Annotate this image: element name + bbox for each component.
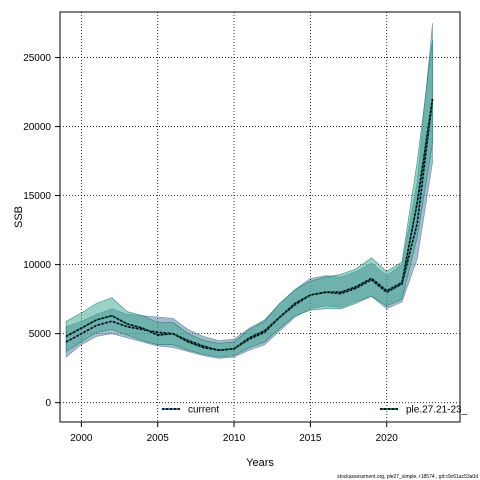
y-tick-label: 5000 [29,329,52,340]
x-tick-label: 2020 [376,433,399,444]
axis-ticks: 2000 2005 2010 2015 2020 0 5000 10000 15000 20000… [23,53,398,444]
y-tick-label: 25000 [23,53,51,64]
legend-label-2: ple.27.21-23_ [406,405,468,416]
x-tick-label: 2005 [147,433,170,444]
confidence-band-2 [65,39,433,358]
x-tick-label: 2000 [70,433,93,444]
plot-frame [59,11,461,423]
y-tick-label: 15000 [23,191,51,202]
y-tick-label: 20000 [23,122,51,133]
grid [60,12,460,422]
footer-note: stockassessment.org, ple27_simple, r1857… [337,474,478,480]
x-tick-label: 2010 [223,433,246,444]
series-line-2 [65,98,434,352]
series-lines [65,98,434,352]
y-tick-label: 0 [45,398,51,409]
confidence-bands [65,23,433,359]
legend: current ple.27.21-23_ [162,405,468,416]
series-line-1 [65,98,434,352]
x-axis-title: Years [246,457,274,469]
x-tick-label: 2015 [299,433,322,444]
legend-label-1: current [188,405,219,416]
y-tick-label: 10000 [23,260,51,271]
y-axis-title: SSB [13,206,25,228]
